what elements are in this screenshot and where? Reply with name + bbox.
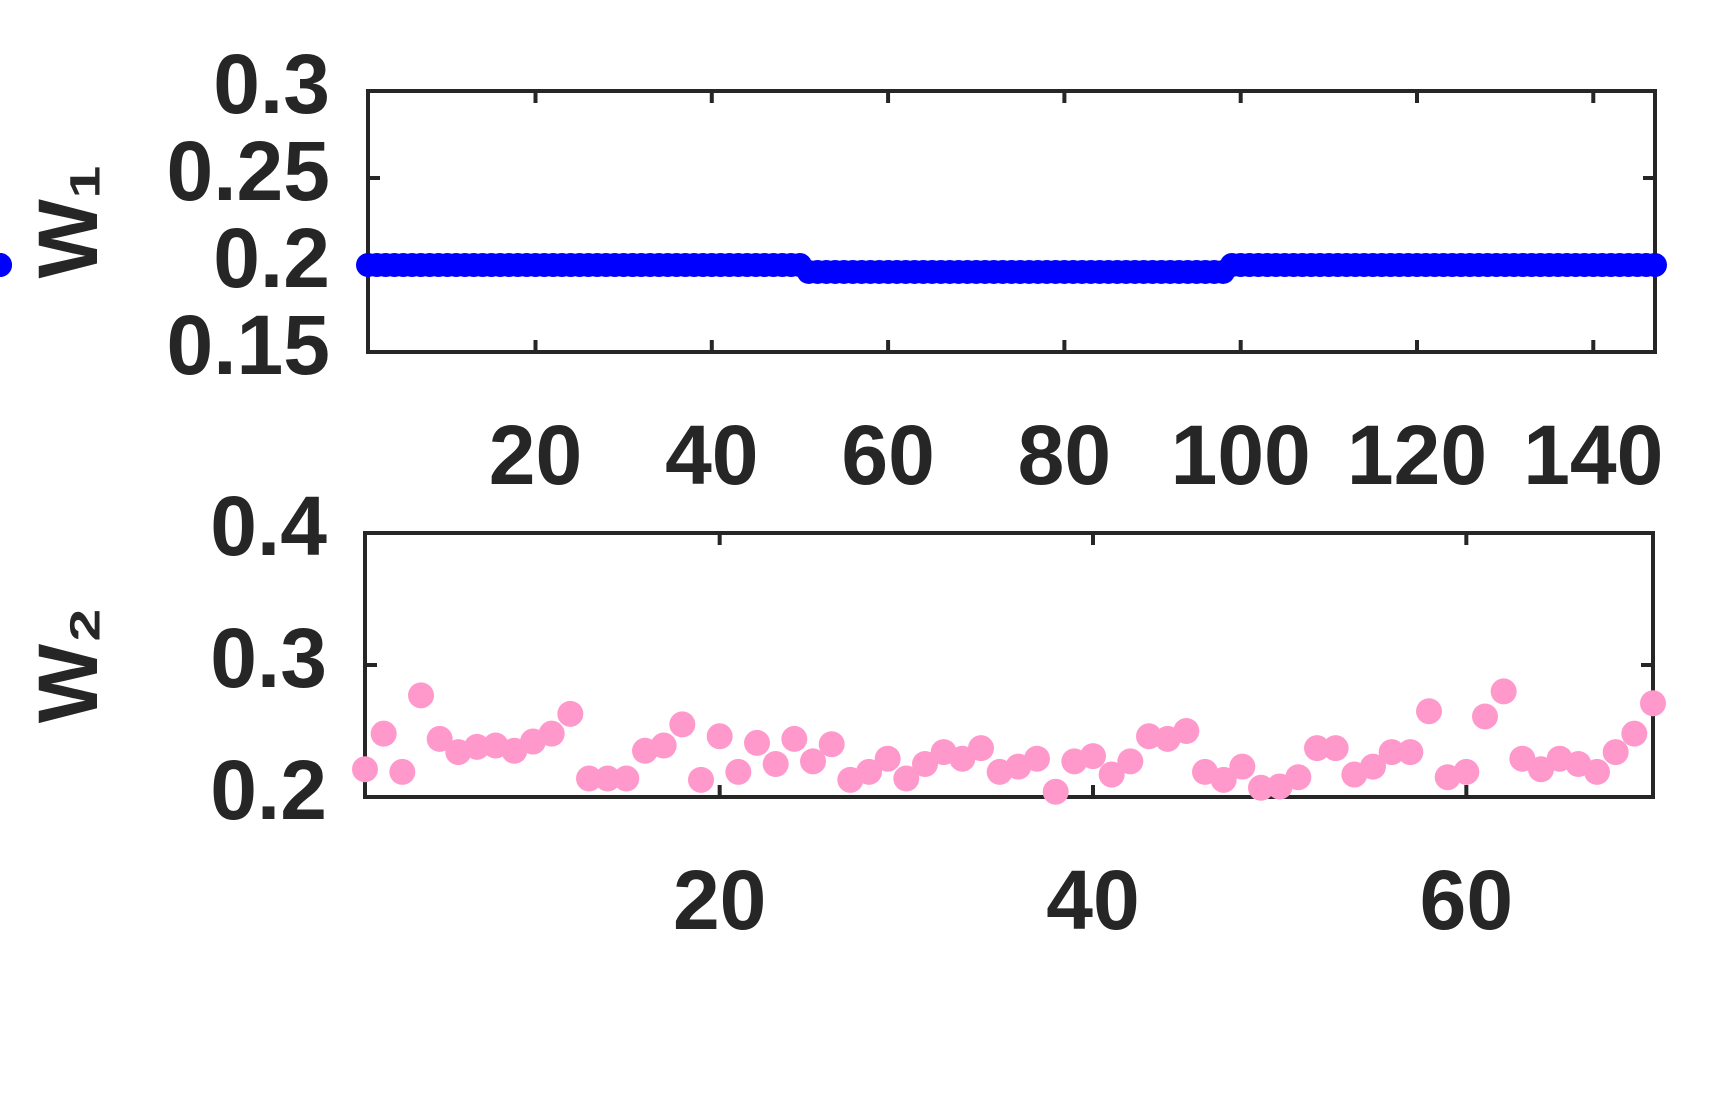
point [650, 732, 677, 759]
point [1080, 743, 1106, 770]
axes: 0.2 0.3 0.4 20 40 60 W₂ [21, 479, 1666, 947]
point [1248, 774, 1274, 801]
axes-frame [363, 531, 1655, 799]
point [557, 700, 584, 727]
point [1117, 748, 1144, 775]
point [762, 751, 789, 777]
point [1024, 745, 1050, 772]
point [725, 758, 752, 785]
point [1621, 720, 1648, 747]
point [538, 720, 565, 747]
point [818, 731, 845, 758]
point [1584, 758, 1610, 785]
point [856, 758, 882, 785]
point [1397, 739, 1424, 766]
y-tick-label: 0.2 [210, 743, 327, 837]
x-tick-label: 40 [665, 408, 758, 502]
point [426, 725, 453, 752]
point [576, 765, 602, 792]
point [1453, 758, 1480, 785]
point [0, 253, 12, 277]
point [1378, 739, 1405, 766]
point [464, 733, 490, 760]
point [370, 720, 397, 747]
x-tick-label: 140 [1523, 408, 1663, 502]
point [389, 758, 416, 785]
point [912, 751, 938, 777]
point [893, 765, 920, 792]
point [1472, 703, 1498, 730]
y-axis-label: W₂ [21, 607, 115, 724]
y-tick-label: 0.4 [210, 479, 327, 573]
point [1304, 735, 1330, 762]
point [1602, 739, 1629, 766]
point [1173, 718, 1200, 744]
axes-frame [366, 89, 1657, 354]
point [669, 711, 696, 738]
point [1360, 753, 1386, 780]
x-tick-label: 20 [673, 853, 766, 947]
point [1640, 690, 1666, 717]
point [688, 766, 714, 793]
point [613, 765, 640, 792]
point [874, 745, 901, 772]
x-tick-label: 60 [841, 408, 934, 502]
x-tick-label: 120 [1347, 408, 1487, 502]
x-tick-label: 100 [1171, 408, 1311, 502]
point [1285, 764, 1312, 791]
y-tick-label: 0.25 [167, 124, 331, 218]
x-tick-label: 60 [1420, 853, 1513, 947]
y-axis-label: W₁ [21, 164, 115, 278]
point [594, 765, 621, 792]
y-tick-label: 0.3 [213, 37, 330, 131]
y-tick-label: 0.2 [213, 211, 330, 305]
axes: 0.150.20.250.3 20 40 60 80 100 120 140 W₁ [0, 37, 1667, 502]
point [706, 723, 733, 750]
point [1643, 253, 1667, 277]
point [800, 748, 826, 775]
point [1098, 761, 1125, 788]
point [352, 756, 378, 783]
point [408, 682, 434, 709]
point [1042, 778, 1069, 805]
y-tick-label: 0.15 [167, 298, 331, 392]
x-tick-label: 40 [1046, 853, 1139, 947]
x-tick-label: 80 [1018, 408, 1111, 502]
point [1490, 678, 1517, 705]
point [1322, 735, 1349, 762]
point [781, 725, 808, 752]
point [744, 729, 770, 756]
point [1416, 698, 1442, 725]
y-tick-label: 0.3 [210, 611, 327, 705]
x-tick-label: 20 [489, 408, 582, 502]
point [1229, 753, 1256, 780]
point [1210, 766, 1237, 793]
point [968, 735, 994, 762]
